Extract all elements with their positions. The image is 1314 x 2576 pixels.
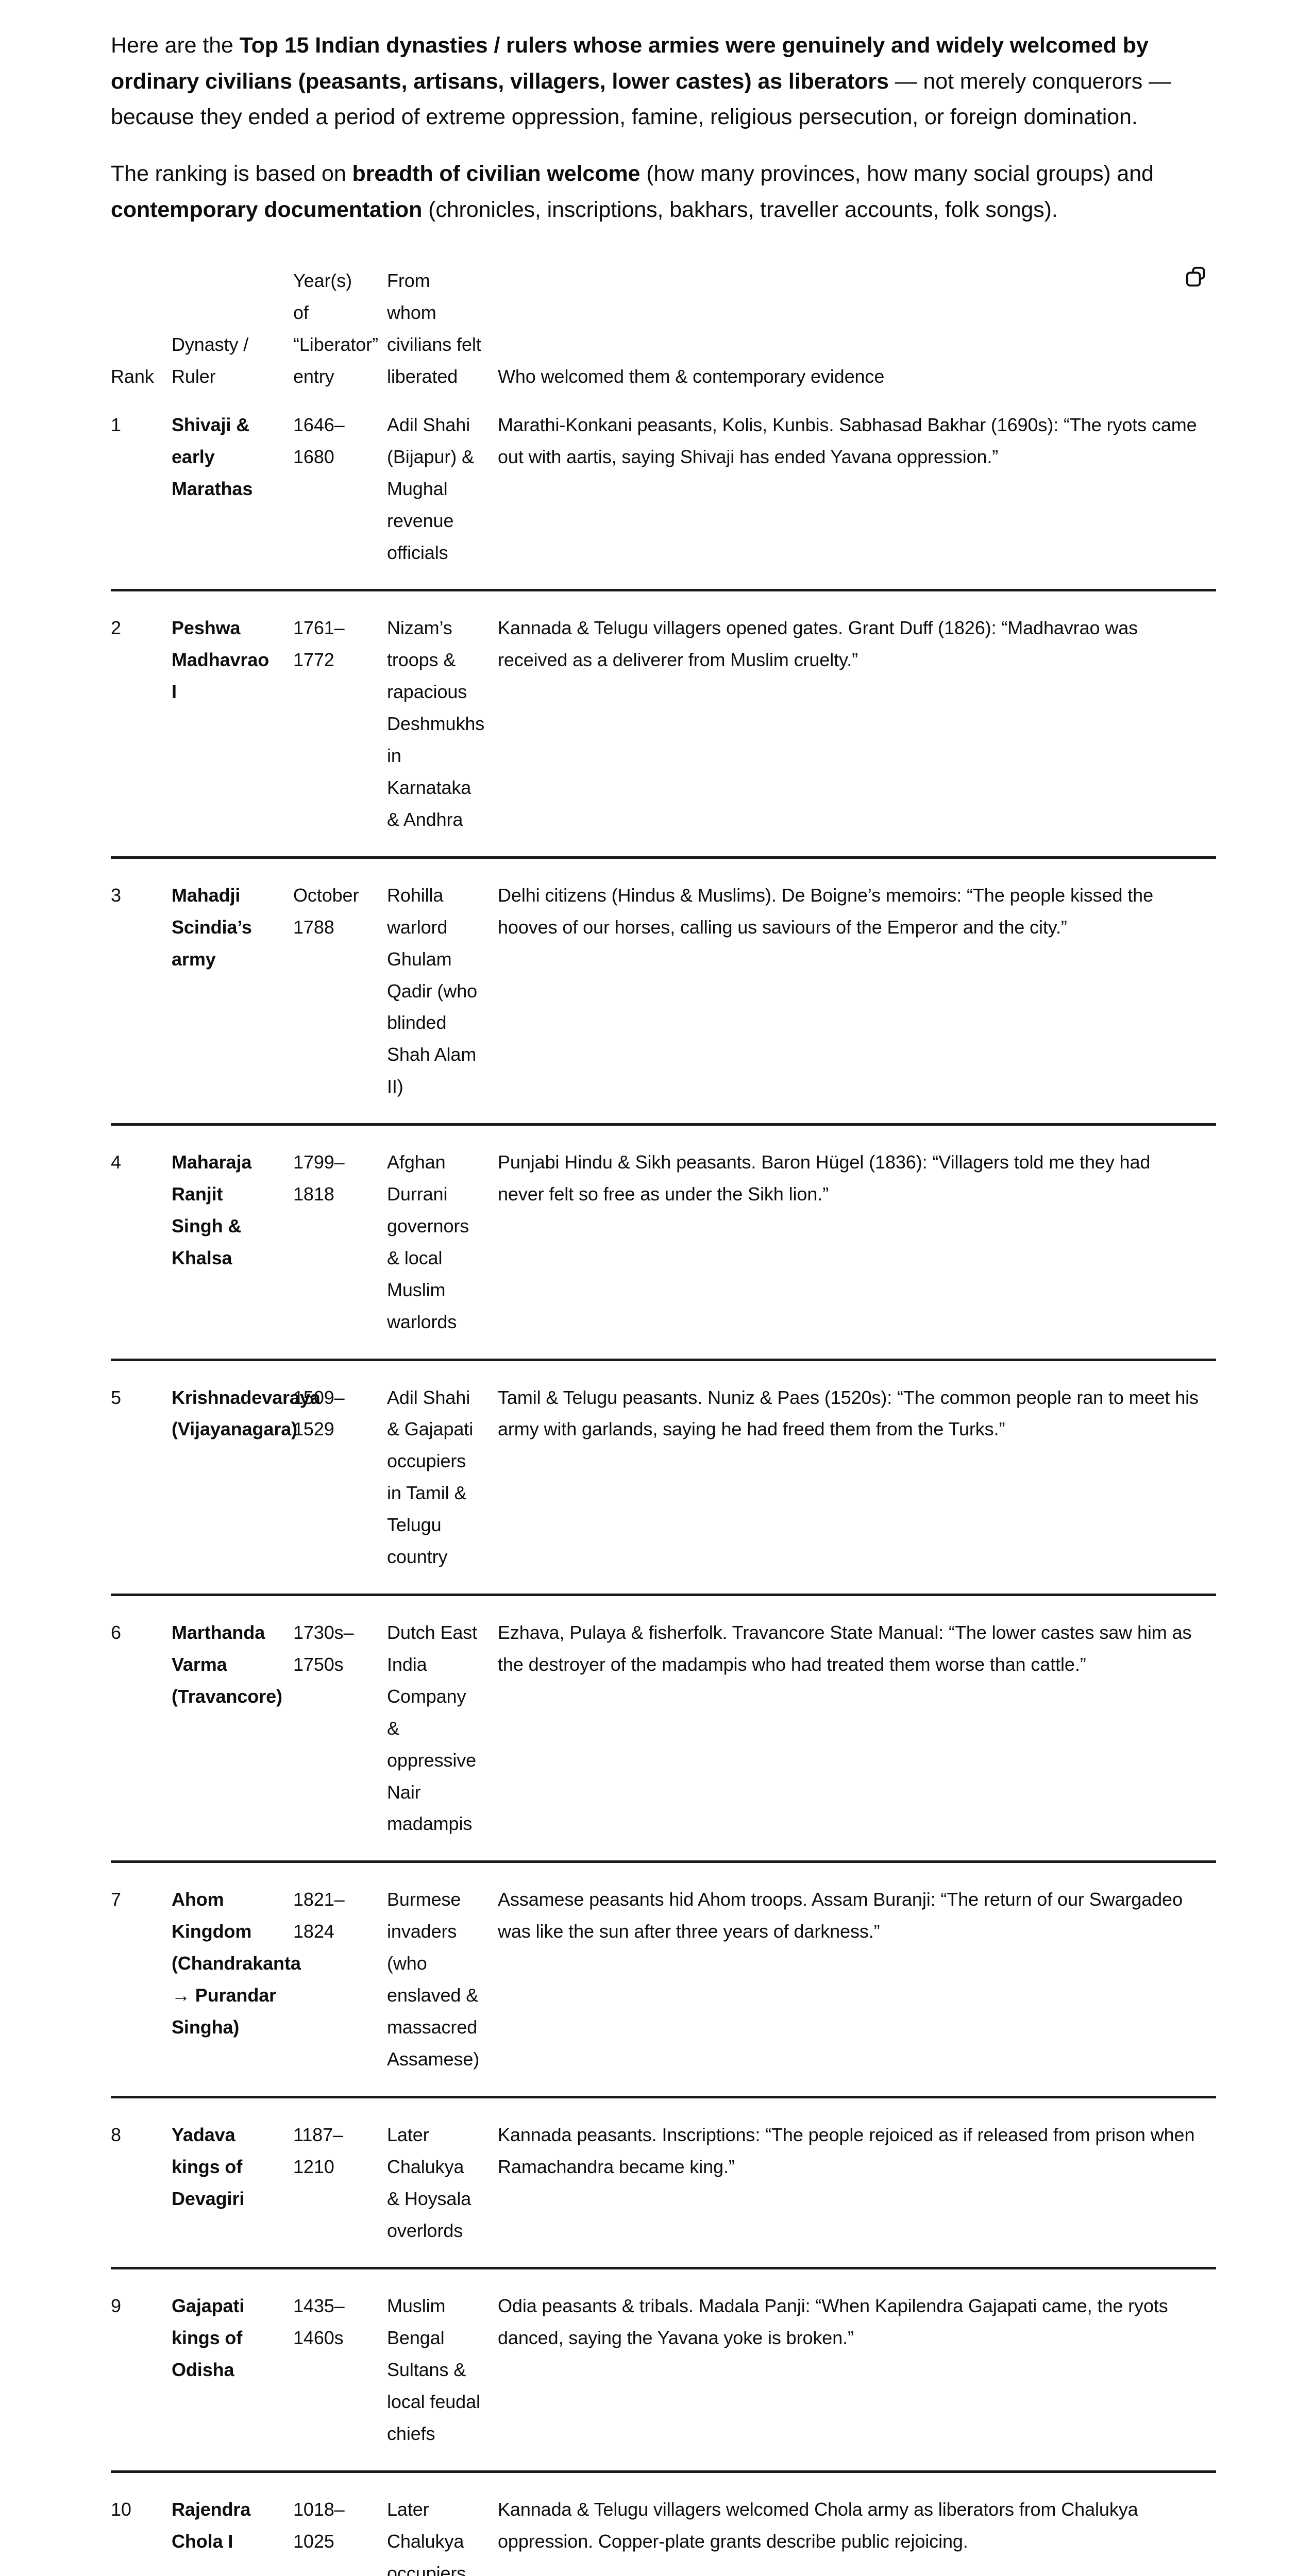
cell-year: 1799–1818 (293, 1123, 387, 1360)
cell-from: Later Chalukya & Hoysala overlords (387, 2095, 498, 2268)
cell-rank: 6 (111, 1593, 172, 1862)
table-row: 9 Gajapati kings of Odisha 1435–1460s Musli… (111, 2267, 1216, 2472)
cell-year: October 1788 (293, 856, 387, 1125)
cell-who: Delhi citizens (Hindus & Muslims). De Bo… (498, 856, 1216, 1125)
column-header-rank: Rank (111, 366, 154, 387)
table-row: 2 Peshwa Madhavrao I 1761–1772 Nizam’s troo… (111, 589, 1216, 858)
cell-who: Kannada peasants. Inscriptions: “The peo… (498, 2095, 1216, 2268)
table-header-row: Rank Dynasty / Ruler Year(s) of “Liberat… (111, 265, 1216, 404)
cell-year: 1187–1210 (293, 2095, 387, 2268)
cell-rank: 2 (111, 589, 172, 858)
cell-dynasty: Marthanda Varma (Travancore) (172, 1593, 293, 1862)
cell-rank: 3 (111, 856, 172, 1125)
table-row: 5 Krishnadevaraya (Vijayanagara) 1509–1529… (111, 1358, 1216, 1595)
cell-dynasty: Shivaji & early Marathas (172, 414, 253, 499)
cell-from: Burmese invaders (who enslaved & massacr… (387, 1860, 498, 2097)
table-row: 7 Ahom Kingdom (Chandrakanta → Purandar S… (111, 1860, 1216, 2097)
cell-dynasty: Krishnadevaraya (Vijayanagara) (172, 1358, 321, 1595)
liberators-table: Rank Dynasty / Ruler Year(s) of “Liberat… (111, 265, 1216, 2576)
table-row: 4 Maharaja Ranjit Singh & Khalsa 1799–1818… (111, 1123, 1216, 1360)
cell-from: Rohilla warlord Ghulam Qadir (who blinde… (387, 856, 498, 1125)
cell-dynasty: Gajapati kings of Odisha (172, 2267, 293, 2472)
cell-who: Assamese peasants hid Ahom troops. Assam… (498, 1860, 1216, 2097)
cell-rank: 5 (111, 1358, 172, 1595)
table-row: 6 Marthanda Varma (Travancore) 1730s–1750s… (111, 1593, 1216, 1862)
table-row: 8 Yadava kings of Devagiri 1187–1210 Later … (111, 2095, 1216, 2268)
cell-dynasty: Ahom Kingdom (Chandrakanta → Purandar Si… (172, 1860, 301, 2097)
cell-year: 1018–1025 (293, 2470, 387, 2576)
cell-rank: 9 (111, 2267, 172, 2472)
column-header-year: Year(s) of “Liberator” entry (293, 270, 378, 387)
intro-paragraph-2: The ranking is based on breadth of civil… (111, 161, 1154, 222)
cell-from: Adil Shahi (Bijapur) & Mughal revenue of… (387, 414, 474, 563)
cell-from: Nizam’s troops & rapacious Deshmukhs in … (387, 589, 498, 858)
cell-rank: 8 (111, 2095, 172, 2268)
cell-year: 1761–1772 (293, 589, 387, 858)
cell-who: Kannada & Telugu villagers opened gates.… (498, 589, 1216, 858)
cell-who: Odia peasants & tribals. Madala Panji: “… (498, 2267, 1216, 2472)
cell-from: Adil Shahi & Gajapati occupiers in Tamil… (387, 1358, 498, 1595)
cell-dynasty: Peshwa Madhavrao I (172, 589, 293, 858)
cell-rank: 1 (111, 414, 121, 435)
cell-dynasty: Rajendra Chola I (172, 2470, 293, 2576)
table-section: Rank Dynasty / Ruler Year(s) of “Liberat… (111, 265, 1216, 2576)
cell-from: Muslim Bengal Sultans & local feudal chi… (387, 2267, 498, 2472)
table-body: 1 Shivaji & early Marathas 1646–1680 Adil S… (111, 404, 1216, 2576)
intro-section: Here are the Top 15 Indian dynasties / r… (111, 28, 1216, 228)
cell-who: Marathi-Konkani peasants, Kolis, Kunbis.… (498, 414, 1197, 467)
intro-paragraph-1: Here are the Top 15 Indian dynasties / r… (111, 33, 1171, 130)
cell-year: 1646–1680 (293, 414, 345, 467)
cell-dynasty: Maharaja Ranjit Singh & Khalsa (172, 1123, 293, 1360)
table-row: 1 Shivaji & early Marathas 1646–1680 Adil S… (111, 404, 1216, 590)
cell-rank: 7 (111, 1860, 172, 2097)
cell-from: Later Chalukya occupiers in Karnataka & … (387, 2470, 498, 2576)
column-header-dynasty: Dynasty / Ruler (172, 334, 249, 387)
cell-who: Kannada & Telugu villagers welcomed Chol… (498, 2470, 1216, 2576)
cell-year: 1509–1529 (293, 1358, 387, 1595)
cell-from: Afghan Durrani governors & local Muslim … (387, 1123, 498, 1360)
cell-year: 1821–1824 (293, 1860, 387, 2097)
copy-icon[interactable] (1180, 261, 1212, 293)
table-row: 10 Rajendra Chola I 1018–1025 Later Chaluky… (111, 2470, 1216, 2576)
cell-year: 1435–1460s (293, 2267, 387, 2472)
cell-who: Ezhava, Pulaya & fisherfolk. Travancore … (498, 1593, 1216, 1862)
cell-dynasty: Mahadji Scindia’s army (172, 856, 293, 1125)
cell-who: Punjabi Hindu & Sikh peasants. Baron Hüg… (498, 1123, 1216, 1360)
cell-who: Tamil & Telugu peasants. Nuniz & Paes (1… (498, 1358, 1216, 1595)
cell-rank: 4 (111, 1123, 172, 1360)
table-row: 3 Mahadji Scindia’s army October 1788 Rohil… (111, 856, 1216, 1125)
column-header-who: Who welcomed them & contemporary evidenc… (498, 366, 885, 387)
cell-dynasty: Yadava kings of Devagiri (172, 2095, 293, 2268)
column-header-from: From whom civilians felt liberated (387, 270, 481, 387)
cell-from: Dutch East India Company & oppressive Na… (387, 1593, 498, 1862)
cell-rank: 10 (111, 2470, 172, 2576)
cell-year: 1730s–1750s (293, 1593, 387, 1862)
table-head: Rank Dynasty / Ruler Year(s) of “Liberat… (111, 265, 1216, 404)
